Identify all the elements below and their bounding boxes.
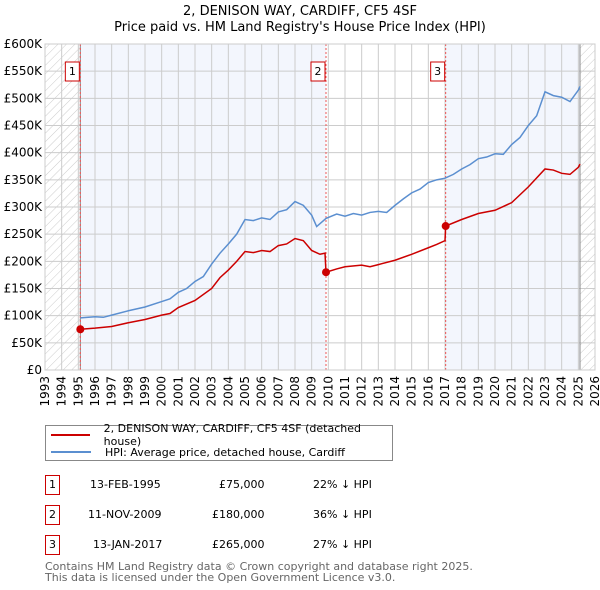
sale-price: £265,000 [212, 538, 265, 551]
x-tick-label: 2012 [355, 376, 369, 407]
x-tick-label: 2023 [538, 376, 552, 407]
x-tick-label: 2010 [321, 376, 335, 407]
legend-item-hpi: HPI: Average price, detached house, Card… [46, 444, 345, 460]
x-tick-label: 2008 [288, 376, 302, 407]
marker-badge: 3 [45, 535, 60, 555]
x-tick-label: 2026 [588, 376, 600, 407]
sale-label-box [64, 61, 80, 82]
x-tick-label: 1998 [121, 376, 135, 407]
x-tick-label: 2007 [271, 376, 285, 407]
transaction-row: 2 11-NOV-2009 £180,000 36% ↓ HPI [45, 505, 445, 525]
transaction-row: 3 13-JAN-2017 £265,000 27% ↓ HPI [45, 535, 445, 555]
hpi-diff: 27% ↓ HPI [313, 538, 372, 551]
y-tick-label: £500K [4, 91, 44, 105]
x-tick-label: 2018 [455, 376, 469, 407]
y-tick-label: £250K [4, 227, 44, 241]
y-tick-label: £150K [4, 282, 44, 296]
footer-copyright: Contains HM Land Registry data © Crown c… [45, 560, 473, 573]
x-tick-label: 2025 [571, 376, 585, 407]
x-tick-label: 1993 [38, 376, 52, 407]
x-tick-label: 1999 [138, 376, 152, 407]
x-tick-label: 2019 [471, 376, 485, 407]
footer-licence: This data is licensed under the Open Gov… [45, 571, 396, 584]
x-tick-label: 1995 [71, 376, 85, 407]
x-tick-label: 2003 [205, 376, 219, 407]
x-tick-label: 2006 [255, 376, 269, 407]
hpi-diff: 36% ↓ HPI [313, 508, 372, 521]
y-tick-label: £100K [4, 309, 44, 323]
sale-point [322, 268, 330, 277]
x-tick-label: 2024 [555, 376, 569, 407]
hpi-diff: 22% ↓ HPI [313, 478, 372, 491]
y-tick-label: £200K [4, 254, 44, 268]
chart-subtitle: Price paid vs. HM Land Registry's House … [114, 20, 486, 35]
sale-label-box [430, 61, 446, 82]
x-tick-label: 2001 [171, 376, 185, 407]
sale-date: 13-FEB-1995 [90, 478, 161, 491]
chart-title: 2, DENISON WAY, CARDIFF, CF5 4SF [183, 4, 417, 19]
y-tick-label: £300K [4, 200, 44, 214]
sale-price: £180,000 [212, 508, 265, 521]
x-tick-label: 2021 [505, 376, 519, 407]
sale-price: £75,000 [219, 478, 265, 491]
legend-swatch-blue [51, 451, 91, 453]
sale-point [441, 222, 450, 231]
y-tick-label: £350K [4, 173, 44, 187]
x-tick-label: 2017 [438, 376, 452, 407]
sale-label-box [310, 61, 326, 82]
x-tick-label: 1997 [105, 376, 119, 407]
x-tick-label: 1994 [55, 376, 69, 407]
x-tick-label: 2005 [238, 376, 252, 407]
hpi-line [80, 86, 581, 319]
x-tick-label: 1996 [88, 376, 102, 407]
x-tick-label: 2016 [421, 376, 435, 407]
x-tick-label: 2000 [155, 376, 169, 407]
price-chart: 1993 1994 1995 1996 1997 1998 1999 2000 2001 2002… [4, 37, 600, 407]
y-tick-label: £600K [4, 37, 44, 51]
y-tick-label: £0 [27, 363, 42, 377]
x-tick-label: 2009 [305, 376, 319, 407]
x-tick-label: 2022 [521, 376, 535, 407]
sale-label: 3 [434, 65, 441, 78]
plot-border [44, 43, 596, 371]
x-tick-label: 2013 [371, 376, 385, 407]
sale-date: 13-JAN-2017 [93, 538, 163, 551]
sale-date: 11-NOV-2009 [88, 508, 162, 521]
marker-badge: 2 [45, 505, 60, 525]
price-paid-line [80, 163, 581, 330]
x-tick-label: 2004 [221, 376, 235, 407]
legend-item-property: 2, DENISON WAY, CARDIFF, CF5 4SF (detach… [46, 422, 392, 448]
sale-label: 1 [69, 65, 76, 78]
legend-swatch-red [51, 434, 90, 436]
legend-label-property: 2, DENISON WAY, CARDIFF, CF5 4SF (detach… [103, 422, 361, 448]
transaction-row: 1 13-FEB-1995 £75,000 22% ↓ HPI [45, 475, 445, 495]
x-tick-label: 2011 [338, 376, 352, 407]
y-tick-label: £50K [11, 336, 43, 350]
y-tick-label: £400K [4, 146, 44, 160]
x-tick-label: 2014 [388, 376, 402, 407]
x-tick-label: 2020 [488, 376, 502, 407]
y-tick-label: £450K [4, 119, 44, 133]
marker-badge: 1 [45, 475, 60, 495]
x-tick-label: 2002 [188, 376, 202, 407]
sale-label: 2 [315, 65, 322, 78]
x-tick-label: 2015 [405, 376, 419, 407]
legend-label-hpi: HPI: Average price, detached house, Card… [105, 445, 345, 459]
legend: 2, DENISON WAY, CARDIFF, CF5 4SF (detach… [45, 422, 393, 461]
sale-point [76, 325, 85, 334]
y-tick-label: £550K [4, 64, 44, 78]
